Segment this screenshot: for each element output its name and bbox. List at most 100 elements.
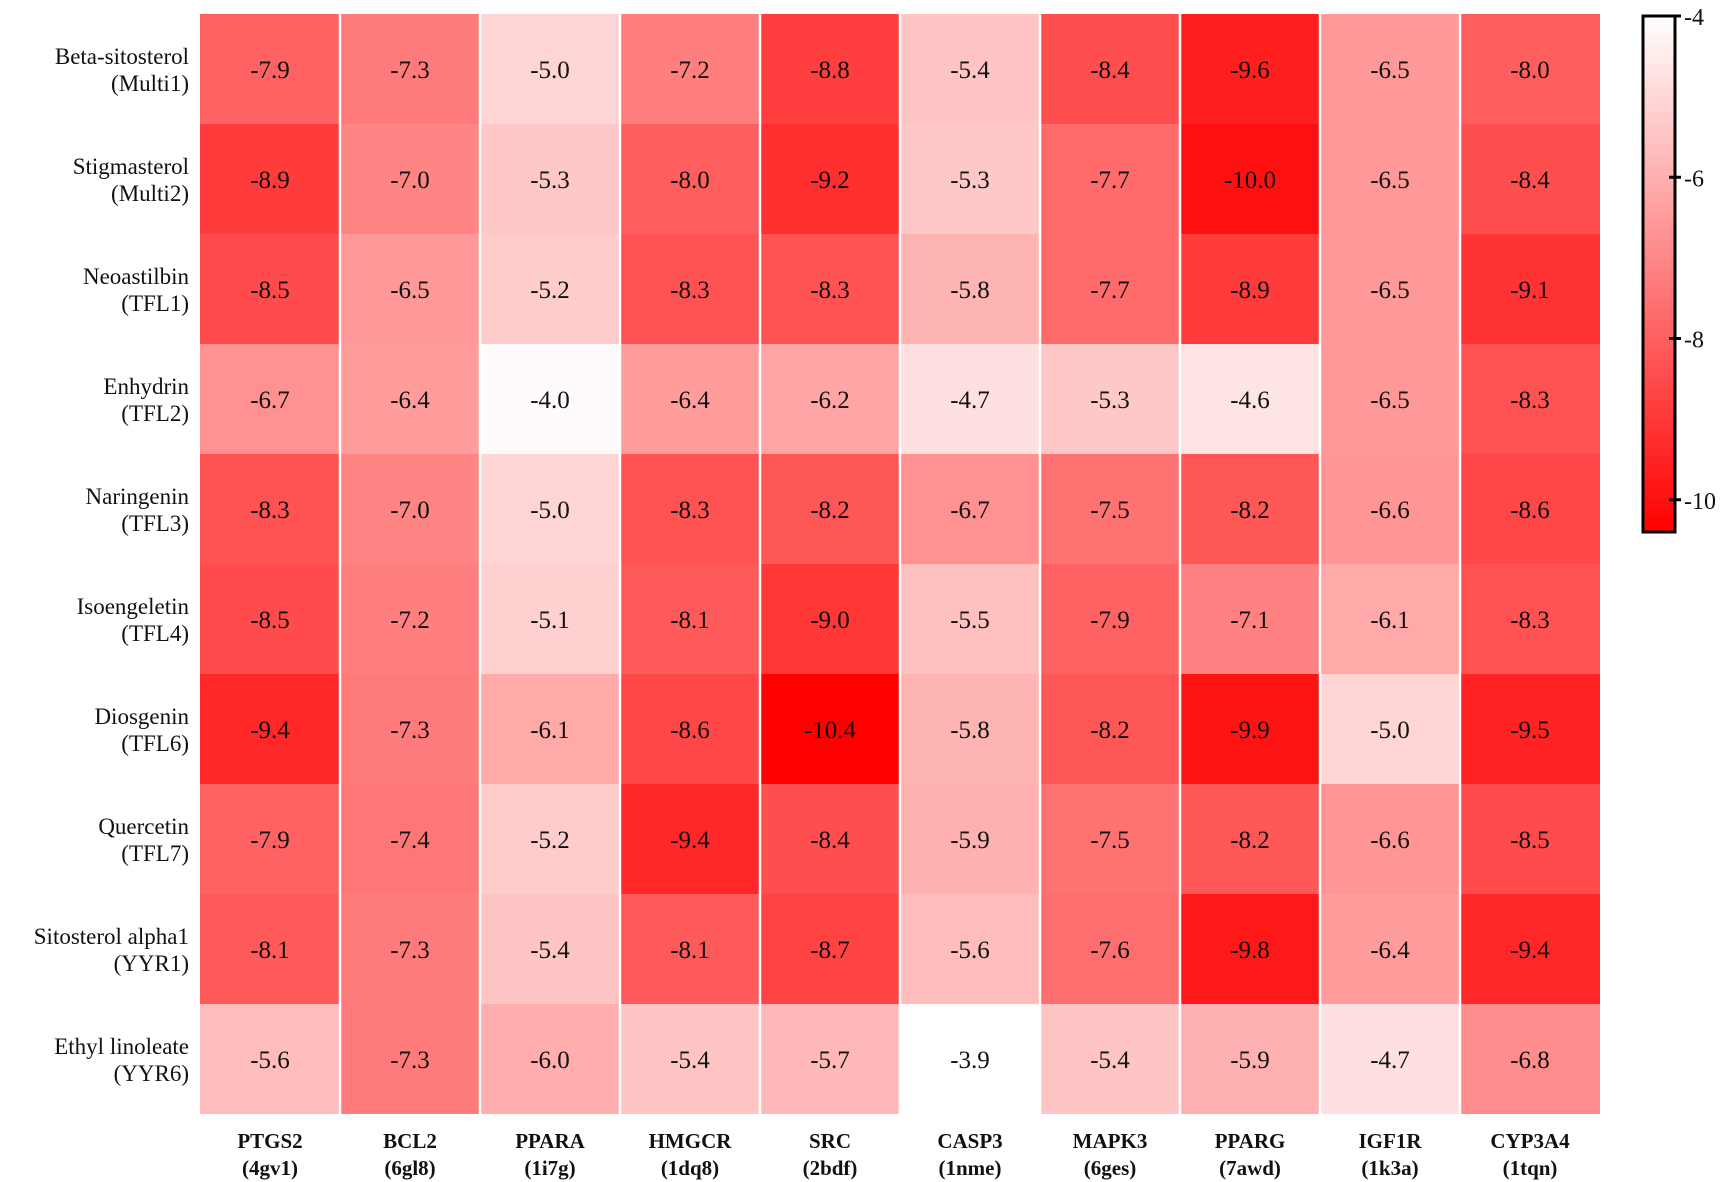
heatmap-cell-r1-c3 bbox=[480, 14, 620, 124]
cell-value-r7-c2: -7.3 bbox=[390, 717, 430, 744]
cell-value-r10-c1: -5.6 bbox=[250, 1047, 290, 1074]
row-labels: Beta-sitosterol(Multi1) Stigmasterol(Mult… bbox=[34, 44, 190, 1086]
heatmap-cells bbox=[200, 14, 1600, 1114]
cell-value-r9-c3: -5.4 bbox=[530, 937, 570, 964]
heatmap-cell-r5-c6 bbox=[900, 454, 1040, 564]
heatmap-cell-r7-c7 bbox=[1040, 674, 1180, 784]
row-label-10-name: Ethyl linoleate bbox=[54, 1034, 189, 1059]
cell-value-r7-c10: -9.5 bbox=[1510, 717, 1550, 744]
cell-value-r5-c3: -5.0 bbox=[530, 497, 570, 524]
row-label-8-code: (TFL7) bbox=[121, 841, 189, 866]
column-label-2-code: (6gl8) bbox=[384, 1156, 435, 1180]
heatmap-cell-r8-c6 bbox=[900, 784, 1040, 894]
heatmap-cell-r7-c4 bbox=[620, 674, 760, 784]
column-label-7-name: MAPK3 bbox=[1073, 1129, 1148, 1153]
column-label-5-code: (2bdf) bbox=[803, 1156, 858, 1180]
cell-value-r7-c6: -5.8 bbox=[950, 717, 990, 744]
heatmap-cell-r10-c10 bbox=[1460, 1004, 1600, 1114]
heatmap-cell-r9-c7 bbox=[1040, 894, 1180, 1004]
cell-value-r1-c9: -6.5 bbox=[1370, 57, 1410, 84]
heatmap-cell-r2-c2 bbox=[340, 124, 480, 234]
heatmap-cell-r3-c9 bbox=[1320, 234, 1460, 344]
cell-value-r3-c9: -6.5 bbox=[1370, 277, 1410, 304]
heatmap-cell-r7-c5 bbox=[760, 674, 900, 784]
cell-value-r3-c2: -6.5 bbox=[390, 277, 430, 304]
heatmap-cell-r10-c1 bbox=[200, 1004, 340, 1114]
heatmap-cell-r3-c1 bbox=[200, 234, 340, 344]
heatmap-cell-r6-c1 bbox=[200, 564, 340, 674]
heatmap-cell-r5-c2 bbox=[340, 454, 480, 564]
row-label-5-name: Naringenin bbox=[86, 484, 190, 509]
heatmap-cell-r9-c4 bbox=[620, 894, 760, 1004]
row-label-9-name: Sitosterol alpha1 bbox=[34, 924, 189, 949]
heatmap-cell-r8-c2 bbox=[340, 784, 480, 894]
heatmap-cell-r2-c6 bbox=[900, 124, 1040, 234]
heatmap-cell-r8-c3 bbox=[480, 784, 620, 894]
heatmap-cell-r9-c2 bbox=[340, 894, 480, 1004]
column-label-7-code: (6ges) bbox=[1084, 1156, 1136, 1180]
row-label-3-code: (TFL1) bbox=[121, 291, 189, 316]
cell-value-r3-c5: -8.3 bbox=[810, 277, 850, 304]
heatmap-cell-r5-c7 bbox=[1040, 454, 1180, 564]
cell-value-r10-c10: -6.8 bbox=[1510, 1047, 1550, 1074]
cell-value-r6-c6: -5.5 bbox=[950, 607, 990, 634]
heatmap-cell-r2-c9 bbox=[1320, 124, 1460, 234]
cell-value-r10-c8: -5.9 bbox=[1230, 1047, 1270, 1074]
cell-value-r7-c8: -9.9 bbox=[1230, 717, 1270, 744]
cell-value-r9-c6: -5.6 bbox=[950, 937, 990, 964]
colorbar-tick-label-4: -10 bbox=[1684, 489, 1716, 515]
heatmap-cell-r3-c6 bbox=[900, 234, 1040, 344]
cell-value-r10-c7: -5.4 bbox=[1090, 1047, 1130, 1074]
cell-value-r4-c4: -6.4 bbox=[670, 387, 710, 414]
heatmap-cell-values: -7.9 -7.3 -5.0 -7.2 -8.8 -5.4 -8.4 -9.6 -6.5 -8.0… bbox=[250, 57, 1550, 1074]
heatmap-cell-r8-c10 bbox=[1460, 784, 1600, 894]
heatmap-cell-r4-c1 bbox=[200, 344, 340, 454]
heatmap-cell-r7-c3 bbox=[480, 674, 620, 784]
cell-value-r1-c1: -7.9 bbox=[250, 57, 290, 84]
heatmap-cell-r9-c6 bbox=[900, 894, 1040, 1004]
heatmap-cell-r7-c2 bbox=[340, 674, 480, 784]
heatmap-cell-r7-c1 bbox=[200, 674, 340, 784]
cell-value-r1-c3: -5.0 bbox=[530, 57, 570, 84]
heatmap-cell-r5-c10 bbox=[1460, 454, 1600, 564]
cell-value-r10-c2: -7.3 bbox=[390, 1047, 430, 1074]
column-labels: PTGS2 (4gv1) BCL2 (6gl8) PPARA (1i7g) HMGCR (1d… bbox=[237, 1129, 1570, 1180]
row-label-1-name: Beta-sitosterol bbox=[55, 44, 189, 69]
heatmap-cell-r5-c8 bbox=[1180, 454, 1320, 564]
heatmap-cell-r8-c5 bbox=[760, 784, 900, 894]
cell-value-r8-c5: -8.4 bbox=[810, 827, 850, 854]
heatmap-cell-r3-c5 bbox=[760, 234, 900, 344]
heatmap-cell-r3-c4 bbox=[620, 234, 760, 344]
heatmap-cell-r8-c7 bbox=[1040, 784, 1180, 894]
column-label-3-name: PPARA bbox=[515, 1129, 585, 1153]
heatmap-cell-r1-c1 bbox=[200, 14, 340, 124]
row-label-1-code: (Multi1) bbox=[111, 71, 189, 96]
cell-value-r7-c1: -9.4 bbox=[250, 717, 290, 744]
cell-value-r2-c1: -8.9 bbox=[250, 167, 290, 194]
cell-value-r6-c2: -7.2 bbox=[390, 607, 430, 634]
cell-value-r1-c2: -7.3 bbox=[390, 57, 430, 84]
cell-value-r6-c1: -8.5 bbox=[250, 607, 290, 634]
cell-value-r3-c10: -9.1 bbox=[1510, 277, 1550, 304]
cell-value-r7-c3: -6.1 bbox=[530, 717, 570, 744]
cell-value-r2-c7: -7.7 bbox=[1090, 167, 1130, 194]
heatmap-cell-r10-c2 bbox=[340, 1004, 480, 1114]
cell-value-r2-c10: -8.4 bbox=[1510, 167, 1550, 194]
cell-value-r2-c6: -5.3 bbox=[950, 167, 990, 194]
heatmap-cell-r4-c8 bbox=[1180, 344, 1320, 454]
cell-value-r1-c5: -8.8 bbox=[810, 57, 850, 84]
column-label-1-code: (4gv1) bbox=[242, 1156, 298, 1180]
row-label-6-name: Isoengeletin bbox=[77, 594, 190, 619]
heatmap-cell-r5-c4 bbox=[620, 454, 760, 564]
cell-value-r8-c6: -5.9 bbox=[950, 827, 990, 854]
row-label-7-code: (TFL6) bbox=[121, 731, 189, 756]
heatmap-cell-r5-c9 bbox=[1320, 454, 1460, 564]
cell-value-r4-c5: -6.2 bbox=[810, 387, 850, 414]
cell-value-r8-c7: -7.5 bbox=[1090, 827, 1130, 854]
heatmap-cell-r6-c3 bbox=[480, 564, 620, 674]
cell-value-r6-c4: -8.1 bbox=[670, 607, 710, 634]
row-label-9-code: (YYR1) bbox=[114, 951, 189, 976]
colorbar-tick-label-3: -8 bbox=[1684, 328, 1704, 354]
heatmap-cell-r2-c10 bbox=[1460, 124, 1600, 234]
